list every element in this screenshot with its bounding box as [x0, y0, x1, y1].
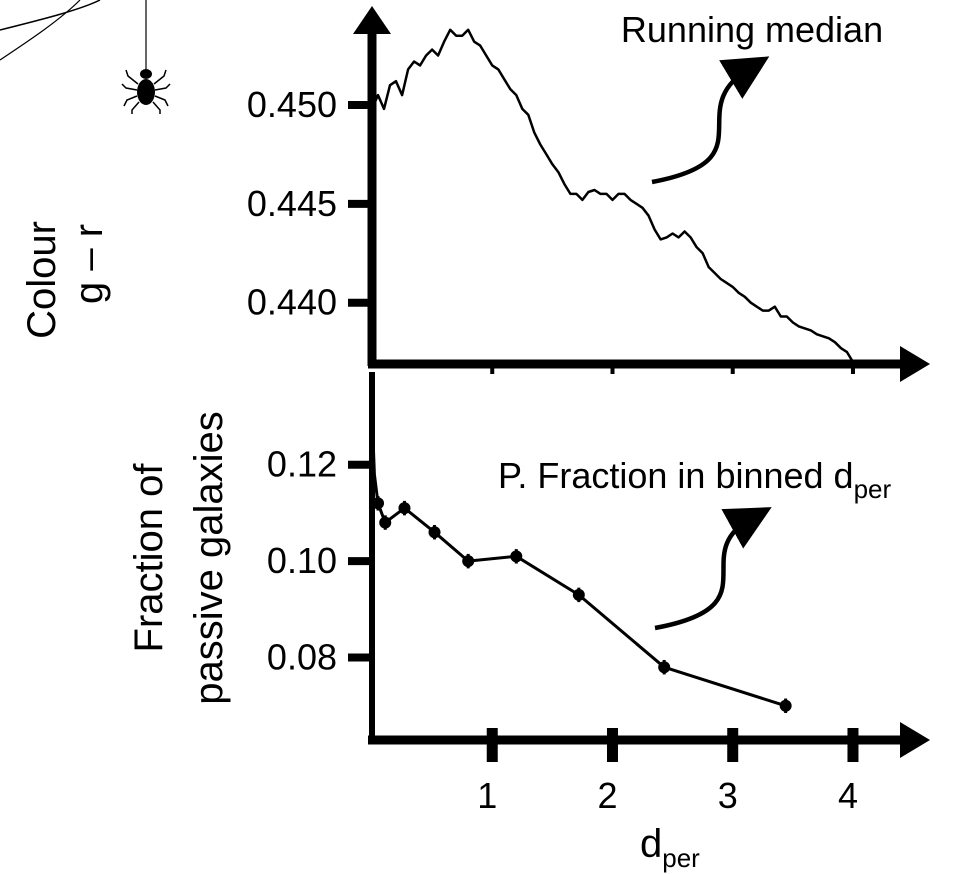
bottom-x-tick-label: 1	[477, 775, 497, 816]
data-point	[398, 502, 411, 515]
bottom-y-tick-label: 0.10	[267, 540, 337, 581]
top-y-axis-arrow	[353, 6, 391, 34]
passive-fraction-arrow	[654, 507, 772, 631]
running-median-arrow	[651, 56, 770, 185]
passive-fraction-annotation: P. Fraction in binned dper	[498, 455, 891, 504]
x-axis-label-sub: per	[662, 843, 700, 873]
data-point	[379, 516, 392, 529]
bottom-y-axis-label: Fraction of	[127, 463, 171, 653]
bottom-x-axis-arrow	[900, 722, 930, 758]
bottom-y-tick-label: 0.08	[267, 637, 337, 678]
top-y-tick-label: 0.445	[247, 183, 337, 224]
top-x-axis-arrow	[900, 346, 930, 382]
data-point	[572, 588, 585, 601]
passive-fraction-annotation-sub: per	[854, 474, 892, 504]
top-y-tick-label: 0.440	[247, 282, 337, 323]
top-y-tick-label: 0.450	[247, 84, 337, 125]
data-point	[428, 526, 441, 539]
data-point	[372, 497, 385, 510]
bottom-x-tick-label: 3	[718, 775, 738, 816]
data-point	[779, 699, 792, 712]
data-point	[462, 555, 475, 568]
top-y-axis-label: Colour	[20, 221, 64, 339]
bottom-panel: 0.12 0.10 0.08 1 2 3 4 P. Fraction in binned …	[127, 372, 930, 873]
passive-fraction-annotation-main: P. Fraction in binned d	[498, 455, 854, 496]
top-y-axis-label-line2: g – r	[67, 224, 111, 304]
bottom-y-tick-label: 0.12	[267, 444, 337, 485]
data-point	[510, 550, 523, 563]
top-panel: 0.450 0.445 0.440 Running median Colour g …	[20, 6, 930, 382]
bottom-x-tick-label: 2	[597, 775, 617, 816]
spider-icon	[0, 0, 171, 114]
x-axis-label-main: d	[640, 822, 662, 866]
x-axis-label: dper	[640, 822, 700, 873]
running-median-line	[370, 28, 855, 363]
bottom-y-axis-label-line2: passive galaxies	[187, 411, 231, 705]
data-point	[658, 661, 671, 674]
bottom-x-tick-label: 4	[838, 775, 858, 816]
running-median-annotation: Running median	[621, 9, 883, 50]
